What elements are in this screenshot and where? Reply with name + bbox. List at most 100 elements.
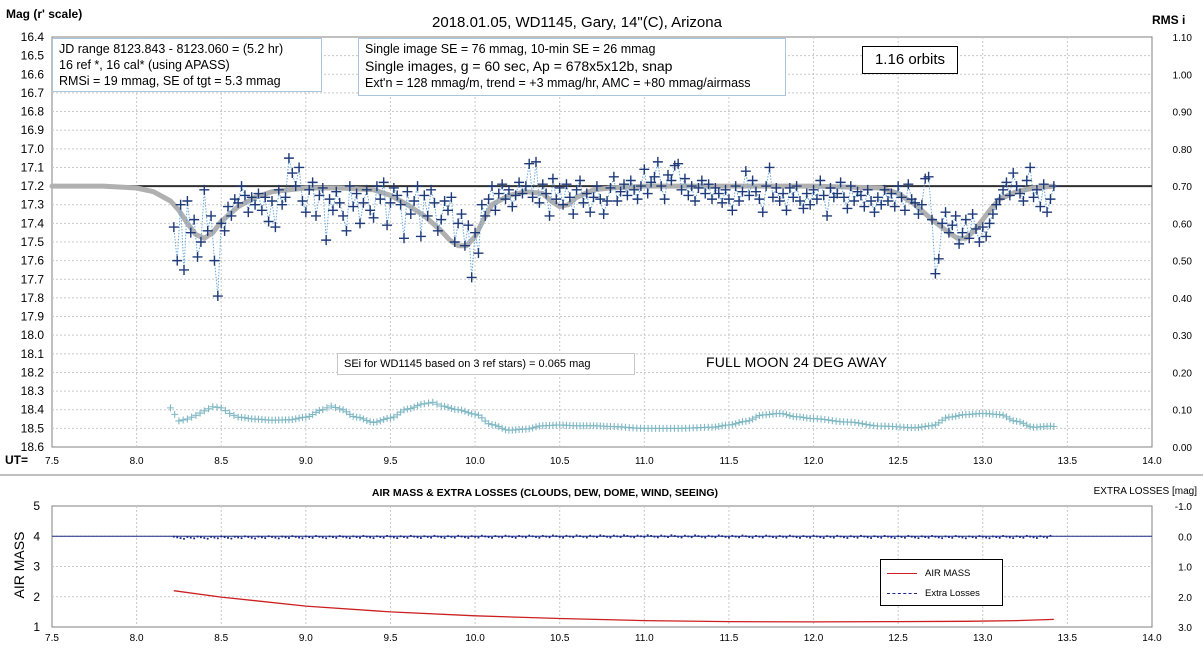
extra-losses-point — [866, 536, 869, 539]
rms-point — [363, 417, 371, 425]
data-point — [1021, 175, 1032, 186]
rms-text: RMSi = 19 mmag, SE of tgt = 5.3 mmag — [59, 74, 281, 88]
extra-losses-point — [396, 537, 399, 539]
rms-point — [359, 415, 367, 423]
extra-losses-point — [443, 537, 446, 539]
rms-point — [715, 422, 723, 430]
data-point — [913, 209, 924, 220]
bottom-y2-tick-label: -1.0 — [1175, 502, 1193, 513]
extra-losses-point — [538, 536, 541, 539]
extra-losses-point — [511, 536, 514, 538]
extra-losses-point — [663, 535, 666, 538]
extra-losses-point — [826, 535, 828, 538]
rms-point — [302, 413, 310, 421]
extra-losses-point — [734, 535, 737, 538]
data-point — [520, 181, 531, 192]
data-point — [568, 209, 579, 220]
data-point — [1035, 201, 1046, 212]
rms-point — [433, 400, 441, 408]
data-point — [385, 197, 396, 208]
y-tick-label: 17.5 — [21, 235, 45, 249]
y2-tick-label: 0.90 — [1173, 108, 1193, 119]
data-point — [598, 209, 609, 220]
bottom-x-tick-label: 10.5 — [550, 633, 570, 644]
extra-losses-point — [755, 535, 757, 537]
rms-point — [327, 402, 335, 410]
top-grid — [51, 36, 1153, 448]
rms-point — [779, 410, 787, 418]
data-point — [388, 182, 399, 193]
single-images-text: Single images, g = 60 sec, Ap = 678x5x12… — [365, 58, 673, 74]
extra-losses-point — [944, 535, 947, 538]
data-point — [250, 199, 261, 210]
y-tick-label: 18.3 — [21, 384, 45, 398]
extra-losses-point — [843, 536, 845, 539]
extra-losses-point — [667, 536, 669, 538]
extra-losses-point — [958, 535, 960, 538]
extra-losses-point — [501, 536, 504, 539]
data-point — [591, 181, 602, 192]
extra-losses-point — [480, 534, 483, 537]
extra-losses-point — [880, 536, 883, 539]
data-point — [767, 192, 778, 203]
extra-losses-point — [183, 537, 185, 540]
extra-losses-point — [995, 536, 998, 538]
data-point — [378, 177, 389, 188]
rms-point — [205, 405, 213, 413]
rms-point — [485, 420, 493, 428]
extra-losses-point — [172, 535, 175, 538]
extra-losses-point — [494, 535, 497, 537]
extra-losses-point — [355, 536, 358, 538]
extra-losses-point — [308, 536, 311, 539]
extra-losses-point — [467, 537, 470, 539]
extra-losses-point — [765, 534, 768, 537]
y-tick-label: 16.5 — [21, 49, 45, 63]
y2-tick-label: 0.30 — [1173, 331, 1193, 342]
data-point — [679, 173, 690, 184]
data-point — [426, 184, 437, 195]
extra-losses-point — [277, 537, 280, 540]
data-point — [307, 177, 318, 188]
data-point — [757, 207, 768, 218]
data-point — [175, 199, 186, 210]
extra-losses-point — [189, 536, 192, 539]
data-point — [422, 210, 433, 221]
rms-point — [349, 412, 357, 420]
data-point — [619, 179, 629, 190]
data-point — [260, 192, 271, 203]
extra-losses-point — [426, 536, 429, 538]
extra-losses-point — [890, 536, 893, 539]
extra-losses-point — [301, 537, 304, 540]
extra-losses-point — [1012, 537, 1015, 540]
extra-losses-point — [562, 536, 564, 539]
data-point — [849, 196, 860, 206]
rms-point — [230, 411, 238, 419]
rms-point — [461, 407, 469, 415]
extra-losses-point — [436, 535, 439, 538]
data-point — [977, 222, 988, 233]
data-point — [443, 205, 453, 216]
extra-losses-point — [914, 536, 916, 539]
extra-losses-point — [541, 534, 544, 537]
extra-losses-point — [893, 537, 896, 539]
extra-losses-point — [904, 536, 906, 539]
data-point — [463, 220, 474, 231]
extra-losses-point — [788, 534, 791, 537]
extra-losses-point — [616, 535, 619, 538]
data-point — [334, 197, 345, 208]
extra-losses-point — [572, 536, 575, 539]
data-point — [883, 196, 893, 206]
extra-losses-point — [406, 536, 409, 539]
data-point — [788, 192, 799, 203]
rms-point — [525, 425, 533, 433]
rms-point — [498, 424, 506, 432]
extra-losses-point — [694, 534, 696, 537]
y2-tick-label: 0.20 — [1173, 368, 1193, 379]
extra-losses-point — [623, 534, 625, 537]
data-point — [686, 181, 697, 192]
extra-losses-point — [741, 534, 744, 537]
extra-losses-point — [267, 535, 270, 538]
extra-losses-point — [738, 536, 740, 539]
extra-losses-point — [860, 534, 862, 537]
data-point — [700, 188, 711, 199]
